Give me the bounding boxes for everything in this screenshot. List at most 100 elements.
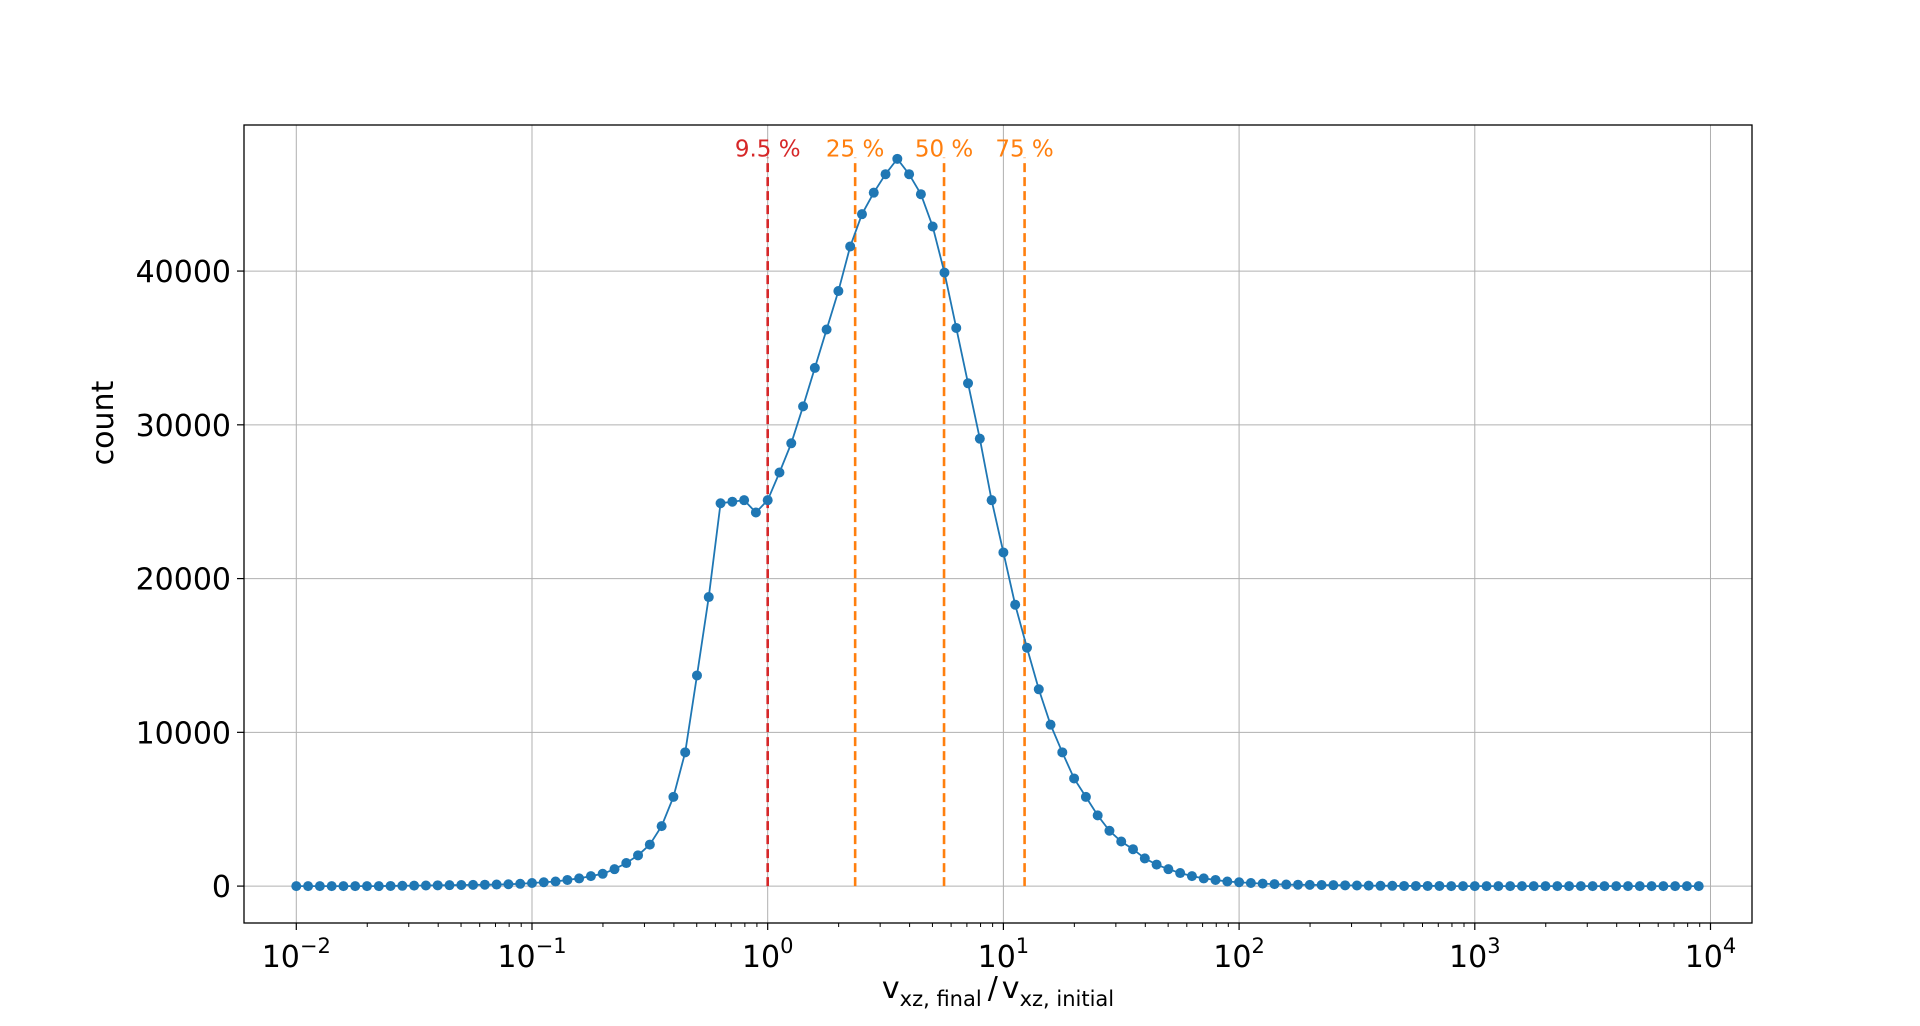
- data-point: [750, 507, 761, 518]
- data-point: [1516, 881, 1527, 892]
- data-point: [786, 438, 797, 449]
- data-point: [562, 874, 573, 885]
- x-tick-label: 104: [1685, 934, 1737, 975]
- x-tick-base: 10: [497, 940, 535, 975]
- x-axis-label-slash: /: [988, 971, 999, 1006]
- data-point: [303, 881, 314, 892]
- data-point: [1304, 879, 1315, 890]
- x-tick-exponent: −1: [536, 934, 567, 958]
- data-point: [397, 880, 408, 891]
- data-point: [1222, 876, 1233, 887]
- data-point: [1104, 825, 1115, 836]
- percentile-label: 9.5 %: [735, 137, 801, 163]
- data-point: [1175, 868, 1186, 879]
- x-tick-base: 10: [262, 940, 300, 975]
- data-point: [715, 498, 726, 509]
- data-point: [1434, 880, 1445, 891]
- x-axis-label: vxz, final / vxz, initial: [882, 971, 1114, 1011]
- data-point: [1340, 880, 1351, 891]
- percentile-lines: [766, 157, 1026, 887]
- data-point: [1375, 880, 1386, 891]
- data-point: [644, 839, 655, 850]
- x-tick-exponent: −2: [300, 934, 331, 958]
- data-point: [656, 821, 667, 832]
- data-point: [468, 879, 479, 890]
- data-point: [680, 747, 691, 758]
- data-point: [1257, 878, 1268, 889]
- data-point: [1446, 881, 1457, 892]
- data-point: [1387, 880, 1398, 891]
- x-axis-ticks: 10−2 10−1 100 101 102 103 104: [262, 923, 1737, 975]
- data-point: [1092, 810, 1103, 821]
- data-point: [856, 209, 867, 220]
- data-point: [1045, 719, 1056, 730]
- data-point: [1564, 881, 1575, 892]
- data-point: [1681, 881, 1692, 892]
- data-point: [1540, 881, 1551, 892]
- data-point: [420, 880, 431, 891]
- data-point: [1505, 881, 1516, 892]
- data-point: [774, 467, 785, 478]
- data-point: [1658, 881, 1669, 892]
- data-point: [456, 880, 467, 891]
- data-point: [892, 153, 903, 164]
- y-axis-ticks: 0 10000 20000 30000 40000: [136, 255, 244, 905]
- x-tick-label: 101: [978, 934, 1030, 975]
- data-point: [1623, 881, 1634, 892]
- data-point: [1069, 773, 1080, 784]
- data-point: [739, 495, 750, 506]
- data-point: [1634, 881, 1645, 892]
- data-point: [668, 791, 679, 802]
- data-point: [1363, 880, 1374, 891]
- data-point: [526, 878, 537, 889]
- percentile-label: 25 %: [826, 137, 884, 163]
- data-point: [974, 433, 985, 444]
- x-tick-base: 10: [1685, 940, 1723, 975]
- x-tick-exponent: 1: [1016, 934, 1029, 958]
- x-tick-base: 10: [1449, 940, 1487, 975]
- data-point: [1422, 880, 1433, 891]
- data-point: [538, 877, 549, 888]
- data-point: [597, 868, 608, 879]
- data-point: [1163, 864, 1174, 875]
- data-point: [1493, 881, 1504, 892]
- data-point: [1399, 880, 1410, 891]
- x-tick-label: 103: [1449, 934, 1501, 975]
- data-point: [1080, 791, 1091, 802]
- data-point: [1328, 880, 1339, 891]
- data-point: [338, 881, 349, 892]
- data-point: [762, 495, 773, 506]
- data-point: [314, 881, 325, 892]
- data-point: [727, 496, 738, 507]
- data-series: [291, 153, 1704, 892]
- x-axis-label-sub2: xz, initial: [1020, 987, 1115, 1011]
- y-tick-label: 0: [212, 870, 231, 905]
- data-point: [1139, 853, 1150, 864]
- data-point: [809, 362, 820, 373]
- data-point: [409, 880, 420, 891]
- data-point: [998, 547, 1009, 558]
- data-point: [585, 871, 596, 882]
- y-tick-label: 40000: [136, 255, 231, 290]
- data-point: [1198, 873, 1209, 884]
- data-point: [444, 880, 455, 891]
- data-point: [361, 881, 372, 892]
- data-point: [1269, 879, 1280, 890]
- y-tick-label: 30000: [136, 409, 231, 444]
- data-point: [350, 881, 361, 892]
- data-point: [326, 881, 337, 892]
- data-point: [373, 881, 384, 892]
- data-point: [1670, 881, 1681, 892]
- data-point: [1234, 877, 1245, 888]
- data-point: [1186, 871, 1197, 882]
- x-tick-base: 10: [1213, 940, 1251, 975]
- data-point: [1693, 881, 1704, 892]
- data-point: [291, 881, 302, 892]
- data-point: [1481, 881, 1492, 892]
- data-point: [986, 495, 997, 506]
- data-point: [479, 879, 490, 890]
- data-point: [574, 873, 585, 884]
- data-point: [633, 850, 644, 861]
- data-point: [1057, 747, 1068, 758]
- data-point: [1528, 881, 1539, 892]
